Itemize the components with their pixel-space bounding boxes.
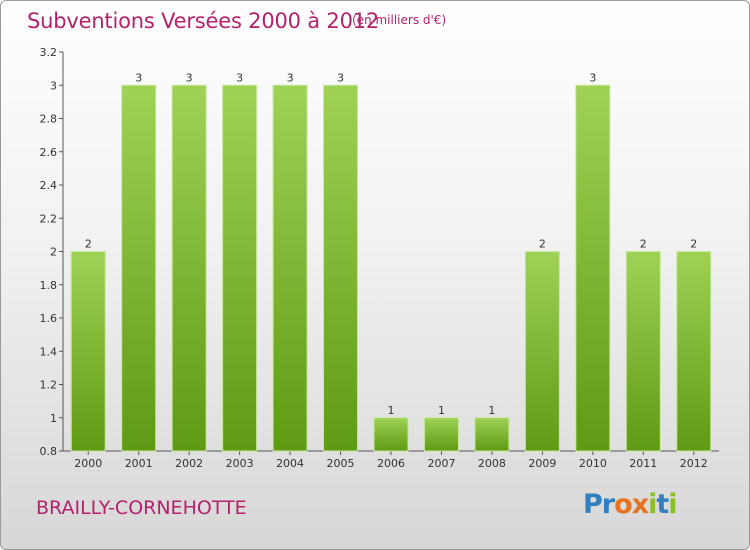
y-tick-label: 2.6 [40, 146, 58, 159]
x-tick-label-2000: 2000 [74, 457, 102, 470]
bar-2012 [676, 251, 712, 452]
logo-letter: i [668, 489, 677, 520]
chart-title: Subventions Versées 2000 à 2012 [27, 9, 380, 33]
x-tick-label-2009: 2009 [528, 457, 556, 470]
y-tick-label: 1.8 [40, 279, 58, 292]
x-tick-label-2003: 2003 [226, 457, 254, 470]
bar-2000 [70, 251, 106, 452]
axes: 0.8 1 1.2 1.4 1.6 1.8 2 2.2 2.4 2.6 2.8 3 3.2 2000 200… [40, 46, 719, 470]
data-label-2008: 1 [488, 404, 495, 417]
bars: 2 3 3 3 3 3 1 1 1 2 3 2 2 [70, 71, 712, 452]
logo-letter: i [648, 489, 657, 520]
x-tick-label-2001: 2001 [125, 457, 153, 470]
logo-letter: P [583, 489, 603, 520]
y-tick-label: 2.4 [40, 179, 58, 192]
y-tick-label: 2.8 [40, 113, 58, 126]
bar-2010 [575, 84, 611, 452]
data-label-2005: 3 [337, 71, 344, 84]
logo-letter: o [614, 489, 633, 520]
data-label-2001: 3 [135, 71, 142, 84]
bar-2011 [625, 251, 661, 452]
data-label-2012: 2 [690, 238, 697, 251]
bar-2005 [323, 84, 359, 452]
unit-note: (en milliers d'€) [352, 13, 447, 27]
y-tick-label: 1 [50, 412, 57, 425]
data-label-2010: 3 [589, 71, 596, 84]
bar-2009 [524, 251, 560, 452]
y-tick-label: 3 [50, 79, 57, 92]
x-tick-label-2008: 2008 [478, 457, 506, 470]
bar-2007 [423, 417, 459, 452]
x-tick-label-2007: 2007 [427, 457, 455, 470]
x-tick-label-2004: 2004 [276, 457, 304, 470]
x-tick-label-2012: 2012 [680, 457, 708, 470]
bar-2002 [171, 84, 207, 452]
y-tick-label: 3.2 [40, 46, 58, 59]
data-label-2007: 1 [438, 404, 445, 417]
data-label-2000: 2 [85, 238, 92, 251]
logo-letter: x [631, 489, 649, 520]
bar-2006 [373, 417, 409, 452]
bar-2004 [272, 84, 308, 452]
data-label-2009: 2 [539, 238, 546, 251]
commune-name: BRAILLY-CORNEHOTTE [36, 497, 247, 519]
logo-letter: t [656, 489, 669, 520]
data-label-2004: 3 [287, 71, 294, 84]
bar-2001 [121, 84, 157, 452]
y-tick-label: 2.2 [40, 212, 58, 225]
data-label-2003: 3 [236, 71, 243, 84]
proxiti-logo: Proxiti [583, 489, 678, 520]
x-tick-label-2002: 2002 [175, 457, 203, 470]
y-tick-label: 1.6 [40, 312, 58, 325]
logo-letter: r [601, 489, 615, 520]
x-tick-label-2011: 2011 [629, 457, 657, 470]
bar-2003 [222, 84, 258, 452]
y-tick-label: 0.8 [40, 445, 58, 458]
y-tick-label: 1.2 [40, 379, 58, 392]
x-tick-label-2010: 2010 [579, 457, 607, 470]
y-tick-label: 2 [50, 246, 57, 259]
x-tick-label-2005: 2005 [327, 457, 355, 470]
data-label-2002: 3 [186, 71, 193, 84]
data-label-2011: 2 [640, 238, 647, 251]
x-tick-label-2006: 2006 [377, 457, 405, 470]
y-tick-label: 1.4 [40, 345, 58, 358]
bar-2008 [474, 417, 510, 452]
data-label-2006: 1 [388, 404, 395, 417]
